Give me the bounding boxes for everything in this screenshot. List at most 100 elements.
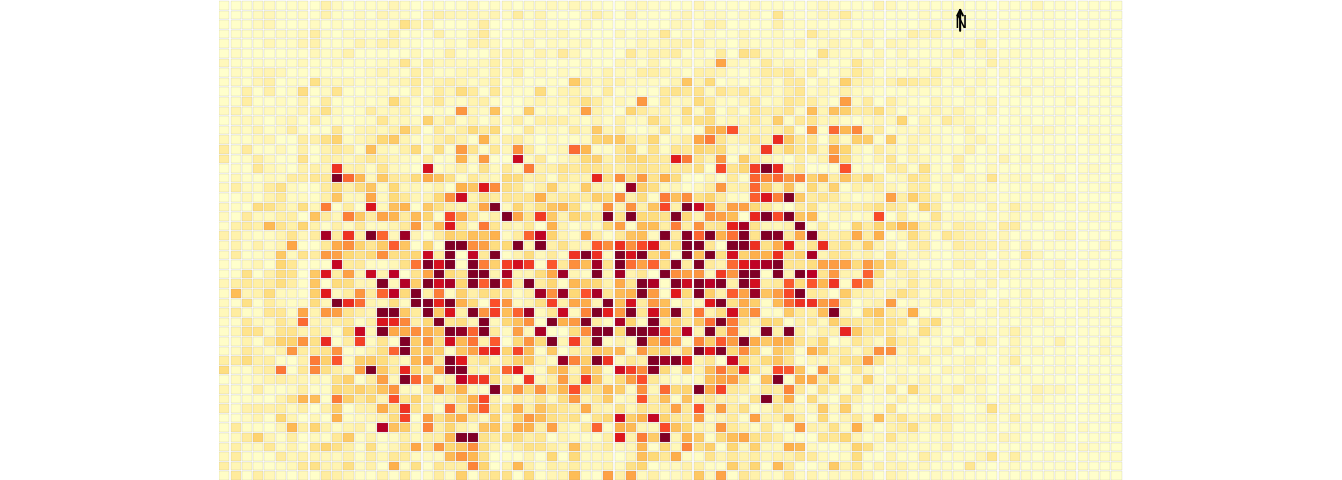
Bar <box>581 212 590 221</box>
Bar <box>377 452 388 461</box>
Bar <box>988 59 997 67</box>
Bar <box>852 366 862 374</box>
Bar <box>366 155 376 163</box>
Bar <box>1067 308 1076 317</box>
Bar <box>513 222 523 230</box>
Bar <box>784 231 794 240</box>
Bar <box>717 68 726 77</box>
Bar <box>502 20 511 29</box>
Bar <box>1088 59 1099 67</box>
Bar <box>829 260 839 269</box>
Bar <box>275 203 286 211</box>
Bar <box>298 308 309 317</box>
Bar <box>275 443 286 451</box>
Bar <box>615 395 624 403</box>
Bar <box>988 164 997 173</box>
Bar <box>558 49 568 58</box>
Bar <box>535 414 546 422</box>
Bar <box>648 251 659 259</box>
Bar <box>389 443 399 451</box>
Bar <box>1078 11 1088 19</box>
Bar <box>863 1 874 10</box>
Bar <box>231 299 240 307</box>
Bar <box>569 116 580 125</box>
Bar <box>988 414 997 422</box>
Bar <box>1009 116 1020 125</box>
Bar <box>637 375 647 384</box>
Bar <box>231 107 240 115</box>
Bar <box>354 414 365 422</box>
Bar <box>411 116 421 125</box>
Bar <box>817 203 828 211</box>
Bar <box>738 135 749 144</box>
Bar <box>513 462 523 470</box>
Bar <box>242 193 252 202</box>
Bar <box>264 231 275 240</box>
Bar <box>852 20 862 29</box>
Bar <box>909 87 918 96</box>
Bar <box>377 395 388 403</box>
Bar <box>468 203 478 211</box>
Bar <box>852 337 862 346</box>
Bar <box>433 193 444 202</box>
Bar <box>829 222 839 230</box>
Bar <box>275 452 286 461</box>
Bar <box>344 11 354 19</box>
Bar <box>298 222 309 230</box>
Bar <box>1088 20 1099 29</box>
Bar <box>817 279 828 288</box>
Bar <box>333 183 342 192</box>
Bar <box>717 308 726 317</box>
Bar <box>796 87 805 96</box>
Bar <box>807 78 817 86</box>
Bar <box>344 395 354 403</box>
Bar <box>773 414 782 422</box>
Bar <box>411 299 421 307</box>
Bar <box>863 375 874 384</box>
Bar <box>558 423 568 432</box>
Bar <box>400 97 411 106</box>
Bar <box>953 299 964 307</box>
Bar <box>581 443 590 451</box>
Bar <box>796 443 805 451</box>
Bar <box>874 299 884 307</box>
Bar <box>513 193 523 202</box>
Bar <box>535 308 546 317</box>
Bar <box>896 337 907 346</box>
Bar <box>942 155 953 163</box>
Bar <box>615 155 624 163</box>
Bar <box>705 193 715 202</box>
Bar <box>852 452 862 461</box>
Bar <box>671 423 682 432</box>
Bar <box>886 222 895 230</box>
Bar <box>784 1 794 10</box>
Bar <box>546 299 557 307</box>
Bar <box>953 462 964 470</box>
Bar <box>919 289 930 298</box>
Bar <box>242 366 252 374</box>
Bar <box>625 222 636 230</box>
Bar <box>400 366 411 374</box>
Bar <box>525 299 534 307</box>
Bar <box>942 433 953 442</box>
Bar <box>625 452 636 461</box>
Bar <box>886 289 895 298</box>
Bar <box>1111 260 1122 269</box>
Bar <box>513 11 523 19</box>
Bar <box>931 404 941 413</box>
Bar <box>829 97 839 106</box>
Bar <box>1088 155 1099 163</box>
Bar <box>558 68 568 77</box>
Bar <box>513 231 523 240</box>
Bar <box>502 433 511 442</box>
Bar <box>660 375 670 384</box>
Bar <box>942 11 953 19</box>
Bar <box>490 135 501 144</box>
Bar <box>1088 107 1099 115</box>
Bar <box>919 443 930 451</box>
Bar <box>648 356 659 365</box>
Bar <box>1088 414 1099 422</box>
Bar <box>333 164 342 173</box>
Bar <box>411 145 421 154</box>
Bar <box>1021 327 1031 336</box>
